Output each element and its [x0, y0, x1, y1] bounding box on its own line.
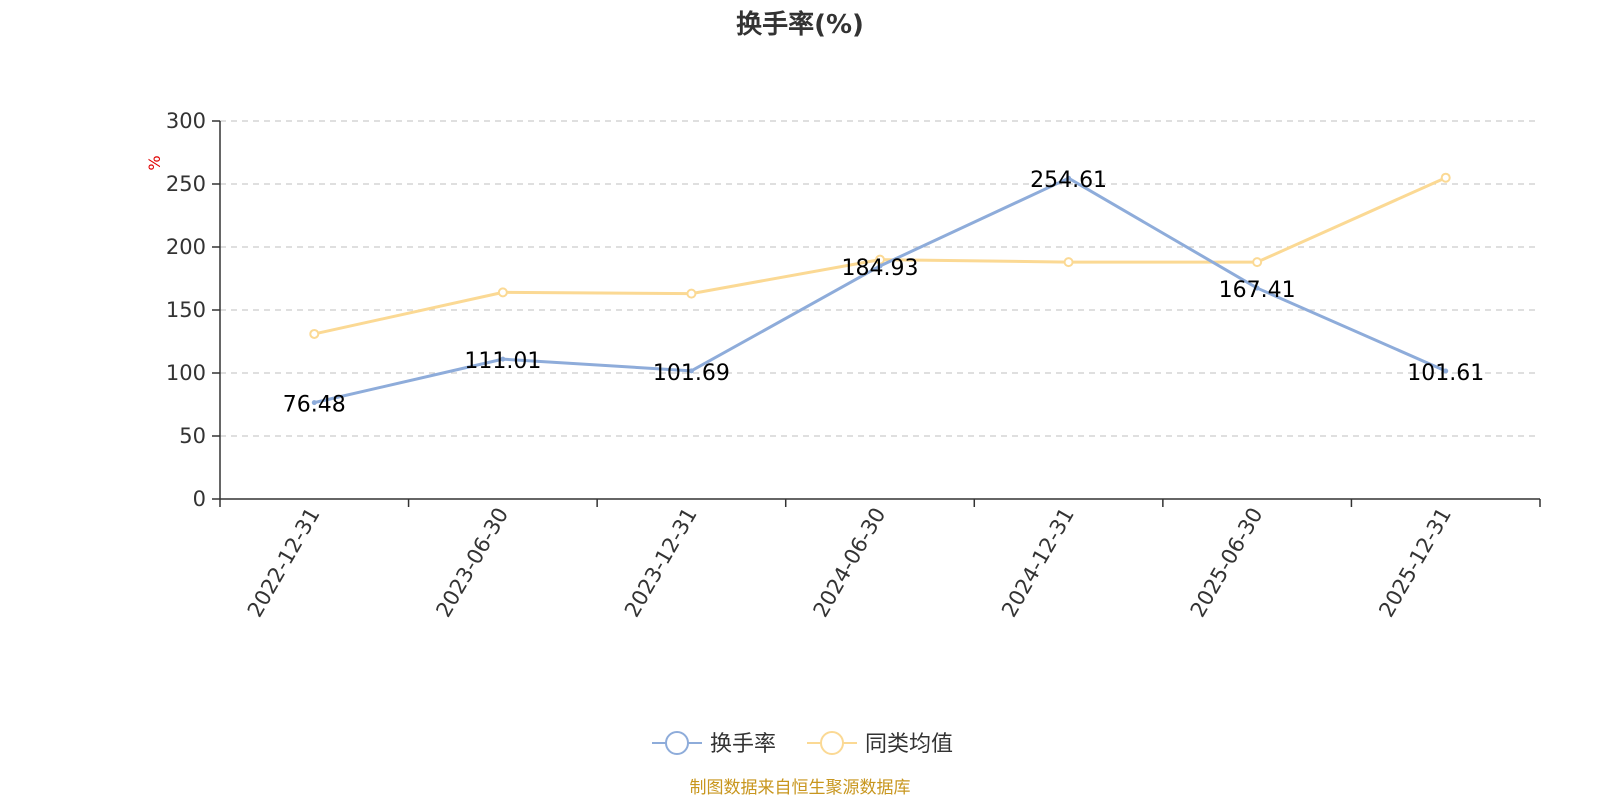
data-label: 167.41 [1219, 278, 1296, 303]
data-label: 76.48 [283, 393, 346, 418]
y-tick-label: 100 [166, 361, 206, 385]
y-tick-label: 0 [193, 487, 206, 511]
y-tick-label: 250 [166, 172, 206, 196]
legend-label: 换手率 [710, 732, 776, 757]
data-label: 101.69 [653, 361, 730, 386]
series-lines [309, 172, 1451, 406]
y-tick-label: 200 [166, 235, 206, 259]
data-label: 184.93 [842, 256, 919, 281]
data-point [1252, 257, 1263, 268]
data-point [1440, 172, 1451, 183]
data-label: 254.61 [1030, 168, 1107, 193]
legend-label: 同类均值 [865, 732, 953, 757]
data-point [877, 263, 883, 269]
legend-swatch-marker [820, 731, 844, 755]
data-point [1254, 285, 1260, 291]
data-point [688, 368, 694, 374]
x-tick-label: 2024-06-30 [809, 504, 891, 622]
data-point [500, 356, 506, 362]
legend-swatch-marker [665, 731, 689, 755]
data-point [311, 400, 317, 406]
y-axis-unit: % [145, 155, 164, 170]
source-note: 制图数据来自恒生聚源数据库 [690, 778, 911, 798]
chart-title: 换手率(%) [736, 9, 864, 40]
axes: 0 50 100 150 200 250 300 2022-12-31 2023-06-30 20… [166, 109, 1541, 622]
data-label: 101.61 [1407, 361, 1484, 386]
y-tick-label: 50 [179, 424, 206, 448]
data-point [309, 328, 320, 339]
x-tick-label: 2023-12-31 [620, 504, 702, 622]
data-point [1063, 257, 1074, 268]
data-point [497, 287, 508, 298]
data-label: 111.01 [464, 349, 541, 374]
x-tick-label: 2025-06-30 [1186, 504, 1268, 622]
legend[interactable]: 换手率 同类均值 [652, 731, 953, 757]
x-tick-label: 2022-12-31 [243, 504, 325, 622]
x-tick-label: 2023-06-30 [431, 504, 513, 622]
legend-item-1[interactable]: 同类均值 [807, 731, 953, 757]
data-point [686, 288, 697, 299]
y-tick-label: 150 [166, 298, 206, 322]
data-labels: 76.48 111.01 101.69 184.93 254.61 167.41 101.6… [283, 168, 1484, 417]
y-tick-label: 300 [166, 109, 206, 133]
data-point [1443, 368, 1449, 374]
x-tick-label: 2024-12-31 [997, 504, 1079, 622]
legend-item-0[interactable]: 换手率 [652, 731, 776, 757]
x-tick-label: 2025-12-31 [1374, 504, 1456, 622]
data-point [1066, 175, 1072, 181]
